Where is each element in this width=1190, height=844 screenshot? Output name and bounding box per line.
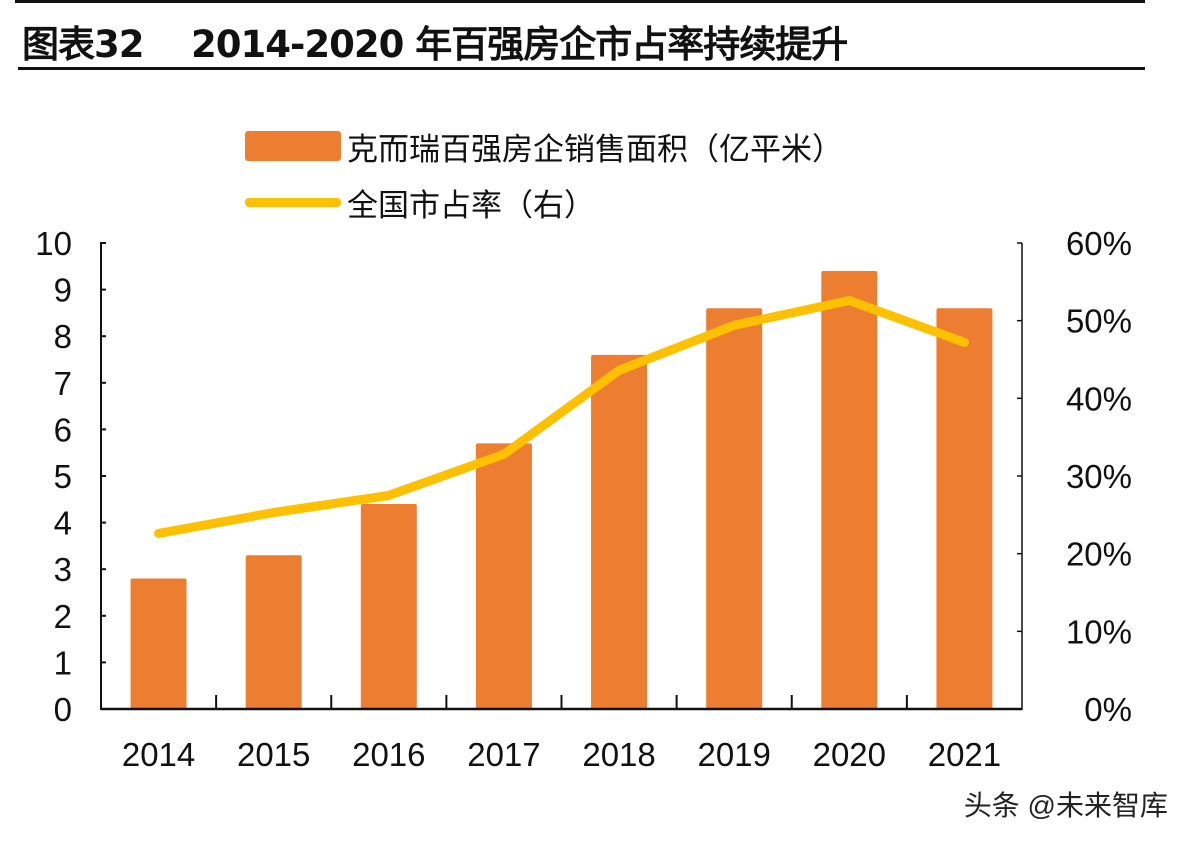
legend: 克而瑞百强房企销售面积（亿平米） 全国市占率（右） [245, 118, 843, 230]
bar-2019 [706, 308, 763, 709]
title-rule [18, 67, 1145, 70]
x-tick-label: 2016 [352, 736, 425, 773]
bar-2015 [245, 555, 302, 709]
watermark: 头条 @未来智库 [963, 790, 1168, 821]
y-left-tick-label: 4 [54, 505, 72, 542]
y-right-tick-label: 30% [1066, 458, 1132, 495]
bar-2017 [475, 443, 532, 709]
bar-2018 [591, 354, 648, 709]
x-tick-label: 2014 [122, 736, 195, 773]
y-right-tick-label: 0% [1084, 691, 1132, 728]
bar-2014 [130, 578, 187, 709]
legend-label-line: 全国市占率（右） [347, 187, 595, 223]
y-left-tick-label: 1 [54, 644, 72, 681]
x-tick-label: 2015 [237, 736, 310, 773]
bar-2021 [936, 308, 993, 709]
top-rule [15, 0, 1145, 3]
x-tick-label: 2020 [813, 736, 886, 773]
y-left-tick-label: 9 [54, 272, 72, 309]
chart-title: 图表32 2014-2020 年百强房企市占率持续提升 [22, 23, 848, 66]
legend-swatch-line [245, 197, 341, 207]
legend-swatch-bar [245, 131, 341, 161]
legend-item-bar: 克而瑞百强房企销售面积（亿平米） [245, 118, 843, 174]
y-left-tick-label: 6 [54, 411, 72, 448]
x-tick-label: 2017 [467, 736, 540, 773]
y-right-tick-label: 60% [1066, 225, 1132, 262]
legend-item-line: 全国市占率（右） [245, 174, 843, 230]
y-left-tick-label: 7 [54, 365, 72, 402]
y-left-tick-label: 10 [35, 225, 72, 262]
y-left-tick-label: 0 [54, 691, 72, 728]
y-right-tick-label: 40% [1066, 380, 1132, 417]
bar-2020 [821, 270, 878, 709]
y-left-tick-label: 8 [54, 318, 72, 355]
bar-2016 [360, 503, 417, 709]
y-left-tick-label: 2 [54, 598, 72, 635]
y-left-tick-label: 3 [54, 551, 72, 588]
y-left-tick-label: 5 [54, 458, 72, 495]
y-right-tick-label: 10% [1066, 613, 1132, 650]
x-tick-label: 2021 [928, 736, 1001, 773]
y-right-tick-label: 50% [1066, 303, 1132, 340]
y-right-tick-label: 20% [1066, 536, 1132, 573]
legend-label-bar: 克而瑞百强房企销售面积（亿平米） [347, 131, 843, 167]
market-share-line [154, 295, 969, 538]
x-tick-label: 2019 [697, 736, 770, 773]
x-tick-label: 2018 [582, 736, 655, 773]
